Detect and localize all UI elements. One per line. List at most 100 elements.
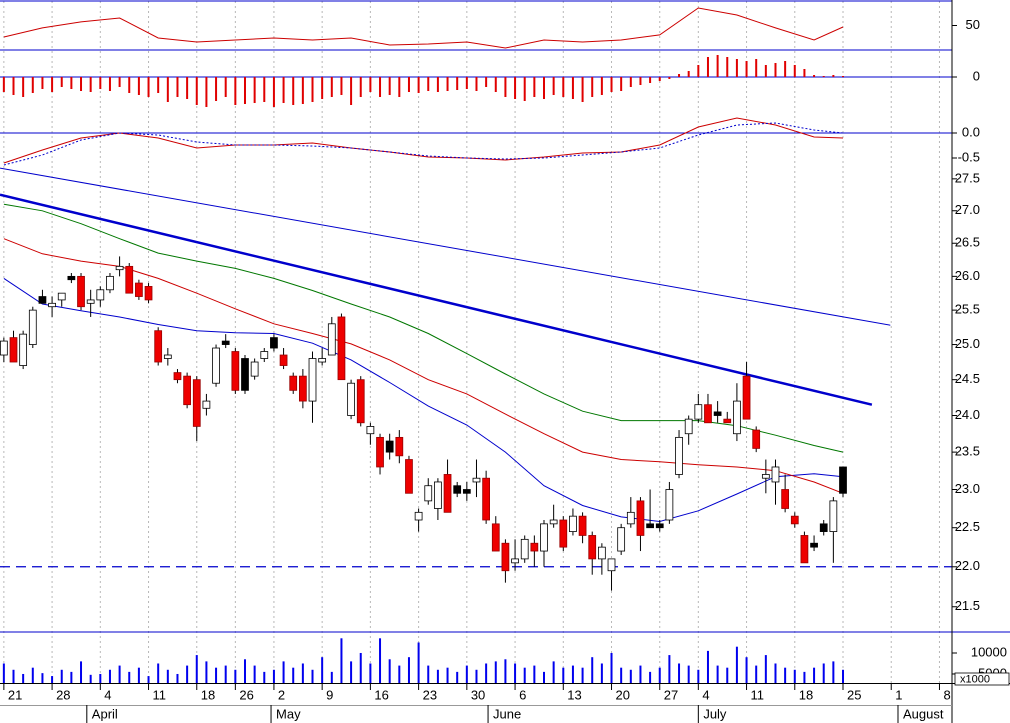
bar [99,673,102,683]
candle-body [540,523,548,552]
candle-body [443,474,452,513]
candle-body [723,418,732,424]
y-tick-label: 27.5 [955,170,980,185]
bar [70,671,73,683]
bar [803,69,806,77]
candle-body [752,429,761,449]
bar [350,77,353,105]
bar [147,676,150,683]
bar [282,77,285,103]
y-tick-label: 25.0 [955,336,980,351]
bar [514,663,517,683]
candle-body [77,275,85,308]
bar [446,77,449,91]
bar [369,663,372,683]
candle-body [598,546,606,560]
candle-body [298,375,307,402]
bar [137,77,140,95]
candle-body [289,375,298,391]
candle-body [704,404,712,424]
bar [253,77,256,103]
y-tick-label: 24.5 [955,371,980,386]
bar [60,77,63,87]
month-label: June [493,706,521,721]
y-tick-label: 23.5 [955,444,980,459]
bar [620,77,623,91]
bar [388,77,391,95]
bar [523,667,526,683]
bar [51,77,54,92]
bar [31,77,34,93]
bar [822,76,825,77]
candle-body [48,302,56,308]
candle-body [202,400,211,409]
bar [456,77,459,90]
x-tick-label: 11 [153,687,167,702]
bar [581,667,584,683]
candle-body [569,515,577,532]
bar [803,671,806,683]
candle-body [434,481,442,509]
bar [716,665,719,683]
y-tick-label: 24.0 [955,407,980,422]
bar [658,77,661,81]
candle-body [192,379,201,427]
x-tick-label: 20 [616,687,630,702]
bar [369,77,372,92]
y-tick-label: 22.5 [955,519,980,534]
candle-body [270,337,278,349]
candle-body [482,477,490,521]
bar [832,661,835,683]
trend-line [0,193,873,406]
x-tick-label: 2 [278,687,285,702]
bar [485,663,488,683]
bar [485,77,488,87]
bar [89,674,92,683]
y-tick-label: 26.0 [955,268,980,283]
candle-body [347,382,355,416]
x-tick-label: 16 [374,687,388,702]
bar [581,77,584,102]
x-tick-label: 18 [799,687,813,702]
bar [543,77,545,99]
y-tick-label: 25.5 [955,302,980,317]
bar [668,77,671,79]
bar [456,671,459,683]
bar [243,77,246,104]
bar [2,77,5,92]
x-tick-label: 11 [751,687,765,702]
bar [755,59,758,77]
candle-body [626,511,635,525]
bar [137,667,140,683]
unit-label: x1000 [960,673,990,685]
candle-body [453,485,462,494]
bar [842,669,845,683]
bar [610,652,613,683]
bar [610,77,613,92]
line-series [3,238,844,494]
bar [301,77,304,104]
bar [600,77,603,95]
bar [195,77,198,105]
x-tick-label: 23 [423,687,437,702]
bar [340,638,343,683]
bar [600,663,603,683]
bar [774,663,777,683]
candle-body [694,404,703,420]
bar [60,669,63,683]
x-tick-label: 27 [664,687,678,702]
candle-body [57,292,66,301]
y-tick-label: 22.0 [955,558,980,573]
candle-body [530,542,539,552]
bar [12,77,15,95]
candle-body [395,436,404,457]
y-tick-label: 50 [966,17,980,32]
bar [620,667,623,683]
candle-body [839,466,847,494]
candle-body [163,354,172,359]
bar [311,669,314,683]
x-tick-label: 21 [8,687,22,702]
unit-box [954,672,1010,686]
bar [494,77,497,92]
bar [745,657,748,683]
